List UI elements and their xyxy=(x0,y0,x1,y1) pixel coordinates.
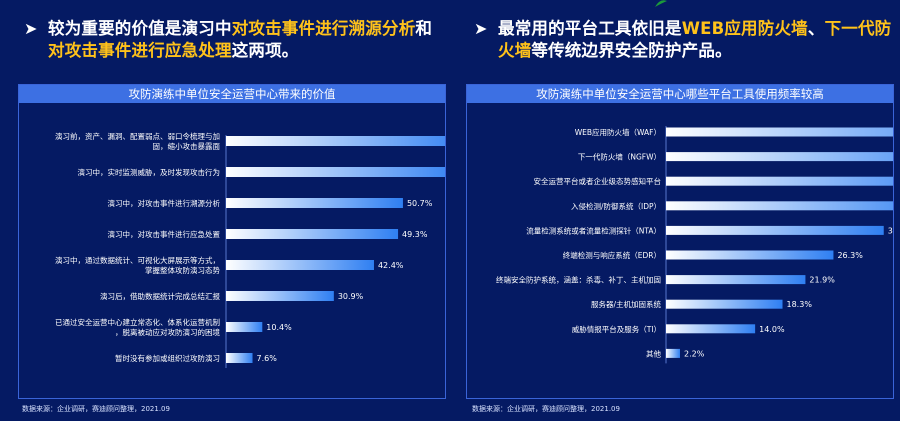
headline-right: ➤ 最常用的平台工具依旧是WEB应用防火墙、下一代防火墙等传统边界安全防护产品。 xyxy=(474,18,894,62)
data-label: 18.3% xyxy=(787,300,813,309)
category-label: 演习中，通过数据统计、可视化大屏展示等方式，掌握整体攻防演习态势 xyxy=(55,255,220,275)
data-label: 2.2% xyxy=(684,349,705,358)
bar xyxy=(226,291,334,301)
chart-title: 攻防演练中单位安全运营中心哪些平台工具使用频率较高 xyxy=(467,85,893,103)
chart-panel-tools: 攻防演练中单位安全运营中心哪些平台工具使用频率较高 54.0%WEB应用防火墙（… xyxy=(466,84,894,399)
arrow-bullet-icon: ➤ xyxy=(24,19,38,38)
bar xyxy=(666,275,806,285)
bar xyxy=(226,198,403,208)
headline-left-highlight: 对攻击事件进行溯源分析 xyxy=(231,19,416,38)
data-label: 50.7% xyxy=(407,199,433,208)
data-label: 49.3% xyxy=(402,230,428,239)
source-note: 数据来源：企业调研，赛迪顾问整理，2021.09 xyxy=(472,405,620,413)
headline-left-highlight: 对攻击事件进行应急处理 xyxy=(48,41,232,60)
category-label: 其他 xyxy=(646,348,661,358)
bar-chart-tools: 54.0%WEB应用防火墙（WAF）49.6%下一代防火墙（NGFW）45.7%… xyxy=(496,126,893,364)
bar xyxy=(226,136,445,146)
headline-right-highlight: 下一代防火墙 xyxy=(498,19,892,60)
bar xyxy=(666,201,893,211)
category-label: 已通过安全运营中心建立常态化、体系化运营机制，脱离被动应对攻防演习的困境 xyxy=(55,317,220,337)
category-label: 暂时没有参加或组织过攻防演习 xyxy=(115,353,220,363)
data-label: 26.3% xyxy=(837,251,863,260)
headline-right-part: 等传统边界安全防护产品。 xyxy=(531,41,732,60)
category-label: 演习前，资产、漏洞、配置弱点、弱口令梳理与加固，缩小攻击暴露面 xyxy=(55,131,220,151)
bar xyxy=(226,353,253,363)
data-label: 30.9% xyxy=(338,292,364,301)
headline-left: ➤ 较为重要的价值是演习中对攻击事件进行溯源分析和对攻击事件进行应急处理这两项。 xyxy=(24,18,444,62)
category-label: 入侵检测/防御系统（IDP） xyxy=(571,201,661,211)
bar xyxy=(226,167,445,177)
category-label: 演习中，对攻击事件进行溯源分析 xyxy=(108,198,221,208)
bar xyxy=(666,127,893,137)
category-label: 演习中，对攻击事件进行应急处置 xyxy=(108,229,221,239)
data-label: 7.6% xyxy=(257,354,278,363)
data-label: 14.0% xyxy=(759,325,785,334)
bar xyxy=(226,322,263,332)
data-label: 42.4% xyxy=(378,261,404,270)
headline-right-text: 最常用的平台工具依旧是WEB应用防火墙、下一代防火墙等传统边界安全防护产品。 xyxy=(498,18,894,62)
data-label: 21.9% xyxy=(809,276,835,285)
headline-left-part: 和 xyxy=(415,19,433,38)
headline-right-part: 、 xyxy=(807,19,825,38)
leaf-decoration-icon xyxy=(655,0,667,7)
category-label: 安全运营平台或者企业级态势感知平台 xyxy=(534,176,662,186)
headline-right-highlight: WEB应用防火墙 xyxy=(681,19,808,38)
arrow-bullet-icon: ➤ xyxy=(474,19,488,38)
bar xyxy=(666,225,884,235)
category-label: 演习后，借助数据统计完成总结汇报 xyxy=(100,291,220,301)
data-label: 34.2% xyxy=(888,226,893,235)
category-label: WEB应用防火墙（WAF） xyxy=(575,127,661,137)
bar xyxy=(226,229,399,239)
category-label: 演习中，实时监测威胁，及时发现攻击行为 xyxy=(78,167,221,177)
bar xyxy=(666,299,783,309)
headline-right-part: 最常用的平台工具依旧是 xyxy=(498,19,682,38)
source-note: 数据来源：企业调研，赛迪顾问整理，2021.09 xyxy=(22,405,170,413)
headline-left-text: 较为重要的价值是演习中对攻击事件进行溯源分析和对攻击事件进行应急处理这两项。 xyxy=(48,18,444,62)
headline-left-part: 这两项。 xyxy=(231,41,299,60)
bar xyxy=(666,348,681,358)
bar xyxy=(226,260,374,270)
category-label: 威胁情报平台及服务（TI） xyxy=(572,324,661,334)
category-label: 终端检测与响应系统（EDR） xyxy=(563,250,661,260)
headline-left-part: 较为重要的价值是演习中 xyxy=(48,19,232,38)
bar xyxy=(666,176,893,186)
category-label: 服务器/主机加固系统 xyxy=(591,299,662,309)
bar-chart-value: 69.8%演习前，资产、漏洞、配置弱点、弱口令梳理与加固，缩小攻击暴露面68.0… xyxy=(55,131,445,368)
category-label: 终端安全防护系统，涵盖：杀毒、补丁、主机加固 xyxy=(496,275,661,285)
bar xyxy=(666,324,756,334)
category-label: 下一代防火墙（NGFW） xyxy=(578,152,661,162)
category-label: 流量检测系统或者流量检测探针（NTA） xyxy=(526,225,661,235)
data-label: 10.4% xyxy=(266,323,292,332)
chart-title: 攻防演练中单位安全运营中心带来的价值 xyxy=(19,85,445,103)
bar xyxy=(666,152,893,162)
chart-panel-value: 攻防演练中单位安全运营中心带来的价值 69.8%演习前，资产、漏洞、配置弱点、弱… xyxy=(18,84,446,399)
bar xyxy=(666,250,834,260)
